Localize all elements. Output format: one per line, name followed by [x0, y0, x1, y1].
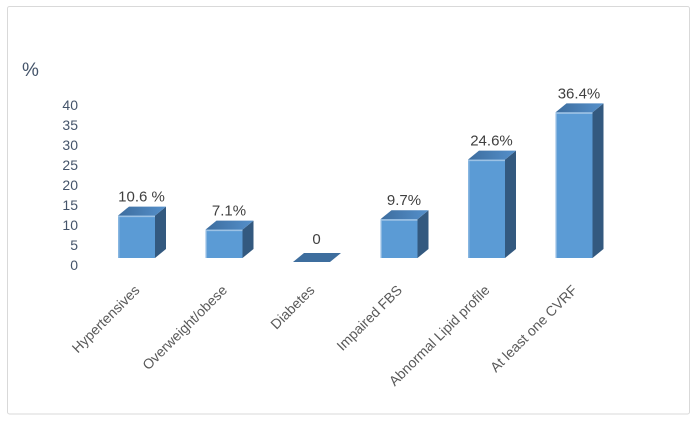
data-label: 36.4% [558, 85, 601, 102]
bar-1-top-face [205, 220, 254, 230]
y-tick-label: 25 [62, 157, 78, 173]
y-tick-label: 40 [62, 97, 78, 113]
y-tick-label: 30 [62, 137, 78, 153]
y-tick-label: 10 [62, 217, 78, 233]
y-tick-label: 0 [70, 257, 78, 273]
data-label: 0 [312, 231, 320, 248]
y-axis-title: % [22, 60, 39, 81]
data-label: 9.7% [387, 192, 421, 209]
y-tick-label: 15 [62, 197, 78, 213]
bar-3-front-face [380, 219, 418, 258]
y-tick-label: 20 [62, 177, 78, 193]
bar-3-side-face [417, 210, 429, 258]
bar-0-front-face [118, 215, 155, 258]
bar-2-zero-marker [293, 253, 341, 262]
bar-0-top-face [118, 206, 166, 216]
bar-0-side-face [155, 206, 166, 258]
data-label: 7.1% [212, 203, 246, 220]
bar-4-top-face [468, 150, 516, 160]
bar-4-side-face [505, 150, 516, 258]
chart-border [7, 6, 690, 415]
bar-5-top-face [555, 103, 604, 113]
bar-1-side-face [242, 220, 254, 258]
bar-3-top-face [380, 210, 429, 220]
bar-4-front-face [468, 159, 505, 258]
bar-5-side-face [592, 103, 604, 259]
y-tick-label: 35 [62, 117, 78, 133]
bar-1-front-face [205, 229, 243, 258]
bar-5-front-face [555, 112, 593, 259]
data-label: 10.6 % [118, 189, 165, 206]
data-label: 24.6% [470, 133, 513, 150]
y-tick-label: 5 [70, 237, 78, 253]
